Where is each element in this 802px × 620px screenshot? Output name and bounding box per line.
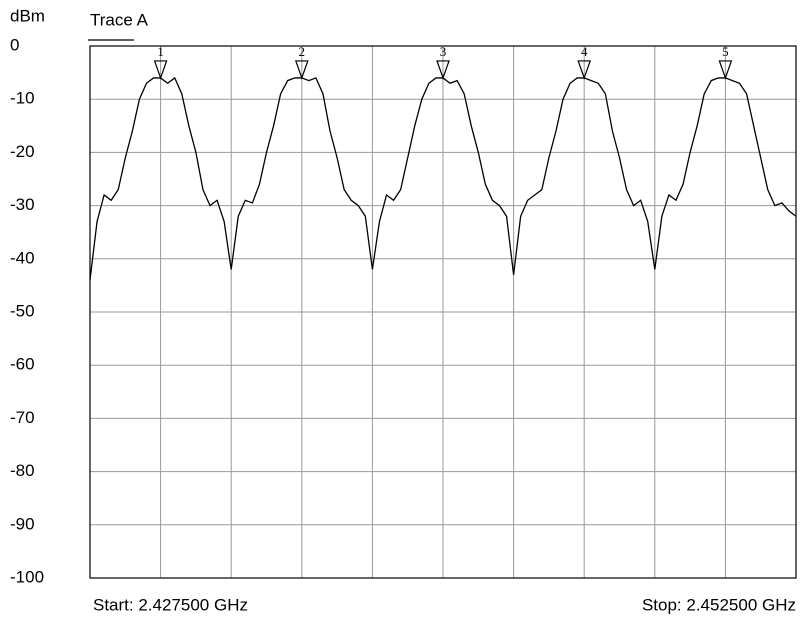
marker-label: 4 bbox=[581, 44, 588, 59]
y-tick-label: -70 bbox=[10, 408, 35, 427]
y-tick-label: -90 bbox=[10, 514, 35, 533]
y-tick-label: -10 bbox=[10, 89, 35, 108]
y-tick-label: 0 bbox=[10, 35, 19, 54]
y-tick-label: -100 bbox=[10, 567, 44, 586]
marker-label: 5 bbox=[722, 44, 729, 59]
y-tick-label: -40 bbox=[10, 248, 35, 267]
start-label: Start: 2.427500 GHz bbox=[93, 595, 248, 614]
marker bbox=[718, 60, 733, 80]
marker-label: 2 bbox=[299, 44, 306, 59]
y-tick-label: -20 bbox=[10, 142, 35, 161]
marker-label: 3 bbox=[440, 44, 447, 59]
y-tick-label: -80 bbox=[10, 461, 35, 480]
y-tick-label: -30 bbox=[10, 195, 35, 214]
marker bbox=[577, 60, 592, 80]
marker bbox=[294, 60, 309, 80]
plot-frame bbox=[89, 45, 797, 579]
marker bbox=[436, 60, 450, 80]
y-tick-label: -60 bbox=[10, 355, 35, 374]
legend-label: Trace A bbox=[90, 10, 149, 29]
y-tick-label: -50 bbox=[10, 301, 35, 320]
marker bbox=[153, 60, 168, 80]
y-axis-label: dBm bbox=[10, 6, 45, 25]
stop-label: Stop: 2.452500 GHz bbox=[642, 595, 796, 614]
marker-label: 1 bbox=[157, 44, 164, 59]
